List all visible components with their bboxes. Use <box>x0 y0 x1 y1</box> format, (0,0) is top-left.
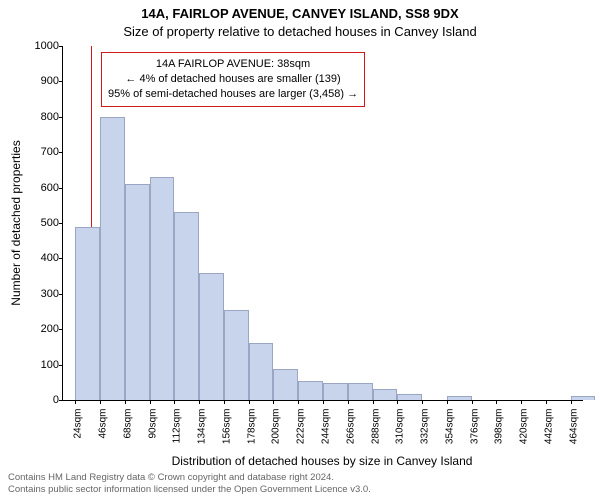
plot-area: 0100200300400500600700800900100024sqm46s… <box>62 46 583 401</box>
x-tick-mark <box>323 400 324 404</box>
annotation-line3: 95% of semi-detached houses are larger (… <box>108 87 358 102</box>
annotation-box: 14A FAIRLOP AVENUE: 38sqm ← 4% of detach… <box>101 52 365 107</box>
x-tick-mark <box>100 400 101 404</box>
x-tick-label: 244sqm <box>315 409 332 445</box>
histogram-bar <box>125 184 150 400</box>
y-tick-mark <box>59 223 63 224</box>
x-tick-label: 134sqm <box>191 409 208 445</box>
x-tick-label: 222sqm <box>290 409 307 445</box>
histogram-bar <box>100 117 125 400</box>
histogram-bar <box>150 177 175 400</box>
histogram-bar <box>348 383 373 400</box>
x-tick-label: 398sqm <box>488 409 505 445</box>
x-tick-label: 288sqm <box>364 409 381 445</box>
x-tick-label: 464sqm <box>562 409 579 445</box>
y-axis-label: Number of detached properties <box>9 140 23 305</box>
histogram-bar <box>174 212 199 400</box>
histogram-bar <box>323 383 348 400</box>
y-tick-mark <box>59 329 63 330</box>
y-tick-mark <box>59 188 63 189</box>
x-tick-mark <box>273 400 274 404</box>
x-tick-label: 46sqm <box>92 409 109 439</box>
x-tick-label: 200sqm <box>265 409 282 445</box>
histogram-bar <box>373 389 398 400</box>
x-tick-mark <box>373 400 374 404</box>
footer-line2: Contains public sector information licen… <box>8 484 371 496</box>
y-tick-mark <box>59 152 63 153</box>
histogram-bar <box>298 381 323 400</box>
histogram-bar <box>447 396 472 400</box>
y-tick-mark <box>59 258 63 259</box>
chart-title-line2: Size of property relative to detached ho… <box>0 24 600 39</box>
x-tick-label: 178sqm <box>240 409 257 445</box>
x-tick-mark <box>199 400 200 404</box>
x-tick-mark <box>75 400 76 404</box>
x-tick-mark <box>422 400 423 404</box>
x-tick-mark <box>571 400 572 404</box>
x-tick-mark <box>397 400 398 404</box>
x-tick-label: 310sqm <box>389 409 406 445</box>
histogram-bar <box>249 343 274 400</box>
histogram-bar <box>224 310 249 400</box>
y-tick-mark <box>59 81 63 82</box>
footer-line1: Contains HM Land Registry data © Crown c… <box>8 472 371 484</box>
x-tick-label: 156sqm <box>215 409 232 445</box>
x-tick-label: 442sqm <box>537 409 554 445</box>
histogram-bar <box>571 396 596 400</box>
chart-title-line1: 14A, FAIRLOP AVENUE, CANVEY ISLAND, SS8 … <box>0 6 600 21</box>
x-tick-mark <box>150 400 151 404</box>
x-tick-mark <box>521 400 522 404</box>
x-tick-label: 420sqm <box>513 409 530 445</box>
annotation-line1: 14A FAIRLOP AVENUE: 38sqm <box>108 57 358 72</box>
histogram-bar <box>75 227 100 400</box>
histogram-bar <box>397 394 422 400</box>
x-tick-mark <box>546 400 547 404</box>
x-tick-label: 354sqm <box>438 409 455 445</box>
y-tick-mark <box>59 400 63 401</box>
x-tick-label: 68sqm <box>116 409 133 439</box>
x-tick-mark <box>249 400 250 404</box>
x-tick-mark <box>224 400 225 404</box>
x-tick-mark <box>447 400 448 404</box>
y-tick-mark <box>59 117 63 118</box>
histogram-bar <box>273 369 298 400</box>
y-tick-mark <box>59 365 63 366</box>
histogram-bar <box>199 273 224 400</box>
y-tick-mark <box>59 294 63 295</box>
x-tick-mark <box>298 400 299 404</box>
y-tick-mark <box>59 46 63 47</box>
annotation-line2: ← 4% of detached houses are smaller (139… <box>108 72 358 87</box>
x-tick-label: 24sqm <box>67 409 84 439</box>
x-tick-label: 266sqm <box>339 409 356 445</box>
x-tick-mark <box>496 400 497 404</box>
x-tick-label: 112sqm <box>166 409 183 444</box>
x-tick-mark <box>472 400 473 404</box>
x-tick-label: 90sqm <box>141 409 158 439</box>
x-axis-label: Distribution of detached houses by size … <box>62 454 582 468</box>
x-tick-mark <box>125 400 126 404</box>
x-tick-mark <box>348 400 349 404</box>
footer-text: Contains HM Land Registry data © Crown c… <box>8 472 371 496</box>
x-tick-label: 376sqm <box>463 409 480 445</box>
x-tick-mark <box>174 400 175 404</box>
chart-container: 14A, FAIRLOP AVENUE, CANVEY ISLAND, SS8 … <box>0 0 600 500</box>
x-tick-label: 332sqm <box>414 409 431 445</box>
